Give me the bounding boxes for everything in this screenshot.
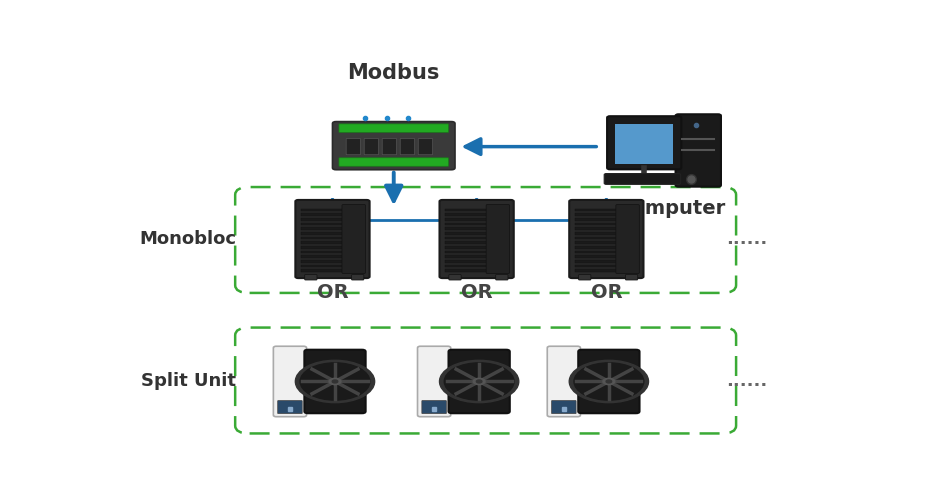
FancyBboxPatch shape: [301, 222, 343, 225]
Circle shape: [476, 380, 482, 383]
FancyBboxPatch shape: [575, 270, 618, 272]
FancyBboxPatch shape: [445, 222, 487, 225]
Text: OR: OR: [460, 284, 493, 302]
FancyBboxPatch shape: [301, 270, 343, 272]
FancyBboxPatch shape: [400, 138, 415, 154]
FancyBboxPatch shape: [445, 242, 487, 244]
FancyBboxPatch shape: [445, 208, 487, 211]
FancyBboxPatch shape: [486, 204, 510, 274]
FancyBboxPatch shape: [445, 250, 487, 253]
FancyBboxPatch shape: [445, 232, 487, 234]
FancyBboxPatch shape: [445, 246, 487, 248]
FancyBboxPatch shape: [607, 116, 682, 170]
FancyBboxPatch shape: [445, 264, 487, 268]
Circle shape: [296, 360, 375, 403]
FancyBboxPatch shape: [445, 236, 487, 239]
FancyBboxPatch shape: [578, 274, 591, 280]
FancyBboxPatch shape: [575, 214, 618, 216]
FancyBboxPatch shape: [575, 256, 618, 258]
FancyBboxPatch shape: [301, 236, 343, 239]
Circle shape: [440, 360, 519, 403]
FancyBboxPatch shape: [332, 122, 455, 170]
Text: Split Unit: Split Unit: [140, 372, 236, 390]
Circle shape: [445, 363, 514, 400]
FancyBboxPatch shape: [615, 124, 673, 164]
FancyBboxPatch shape: [301, 250, 343, 253]
FancyBboxPatch shape: [625, 174, 664, 180]
FancyBboxPatch shape: [575, 236, 618, 239]
FancyBboxPatch shape: [301, 260, 343, 262]
FancyBboxPatch shape: [342, 204, 365, 274]
FancyBboxPatch shape: [551, 400, 576, 413]
FancyBboxPatch shape: [616, 204, 639, 274]
FancyBboxPatch shape: [301, 208, 343, 211]
FancyBboxPatch shape: [575, 208, 618, 211]
FancyBboxPatch shape: [301, 256, 343, 258]
FancyBboxPatch shape: [382, 138, 396, 154]
FancyBboxPatch shape: [339, 124, 448, 132]
FancyBboxPatch shape: [304, 350, 365, 413]
FancyBboxPatch shape: [365, 138, 379, 154]
FancyBboxPatch shape: [575, 232, 618, 234]
Text: OR: OR: [316, 284, 349, 302]
FancyBboxPatch shape: [445, 260, 487, 262]
FancyBboxPatch shape: [575, 228, 618, 230]
FancyBboxPatch shape: [301, 264, 343, 268]
FancyBboxPatch shape: [301, 218, 343, 220]
FancyBboxPatch shape: [445, 256, 487, 258]
FancyBboxPatch shape: [575, 264, 618, 268]
FancyBboxPatch shape: [575, 242, 618, 244]
FancyBboxPatch shape: [418, 138, 432, 154]
FancyBboxPatch shape: [496, 274, 508, 280]
FancyBboxPatch shape: [422, 400, 446, 413]
Text: ......: ......: [726, 230, 767, 248]
FancyBboxPatch shape: [301, 214, 343, 216]
FancyBboxPatch shape: [448, 350, 510, 413]
FancyBboxPatch shape: [604, 174, 681, 184]
Circle shape: [332, 380, 338, 383]
FancyBboxPatch shape: [273, 346, 307, 416]
FancyBboxPatch shape: [301, 246, 343, 248]
Text: Computer: Computer: [618, 198, 725, 218]
Circle shape: [473, 378, 485, 384]
FancyBboxPatch shape: [346, 138, 361, 154]
Circle shape: [574, 363, 644, 400]
Text: ......: ......: [726, 372, 767, 390]
FancyBboxPatch shape: [301, 228, 343, 230]
FancyBboxPatch shape: [445, 214, 487, 216]
FancyBboxPatch shape: [305, 274, 317, 280]
FancyBboxPatch shape: [575, 218, 618, 220]
FancyBboxPatch shape: [575, 250, 618, 253]
FancyBboxPatch shape: [301, 232, 343, 234]
FancyBboxPatch shape: [296, 200, 369, 278]
Text: OR: OR: [591, 284, 622, 302]
FancyBboxPatch shape: [626, 274, 638, 280]
FancyBboxPatch shape: [575, 260, 618, 262]
FancyBboxPatch shape: [675, 114, 721, 186]
FancyBboxPatch shape: [575, 246, 618, 248]
Circle shape: [606, 380, 612, 383]
Circle shape: [300, 363, 370, 400]
FancyBboxPatch shape: [547, 346, 580, 416]
Circle shape: [329, 378, 341, 384]
Text: Modbus: Modbus: [348, 64, 440, 84]
FancyBboxPatch shape: [301, 242, 343, 244]
FancyBboxPatch shape: [418, 346, 451, 416]
FancyBboxPatch shape: [569, 200, 644, 278]
Circle shape: [569, 360, 648, 403]
FancyBboxPatch shape: [352, 274, 364, 280]
FancyBboxPatch shape: [440, 200, 513, 278]
FancyBboxPatch shape: [445, 218, 487, 220]
FancyBboxPatch shape: [575, 222, 618, 225]
FancyBboxPatch shape: [339, 158, 448, 166]
Text: Monobloc: Monobloc: [140, 230, 237, 248]
FancyBboxPatch shape: [449, 274, 461, 280]
FancyBboxPatch shape: [578, 350, 640, 413]
FancyBboxPatch shape: [445, 228, 487, 230]
FancyBboxPatch shape: [445, 270, 487, 272]
FancyBboxPatch shape: [278, 400, 302, 413]
Circle shape: [603, 378, 615, 384]
